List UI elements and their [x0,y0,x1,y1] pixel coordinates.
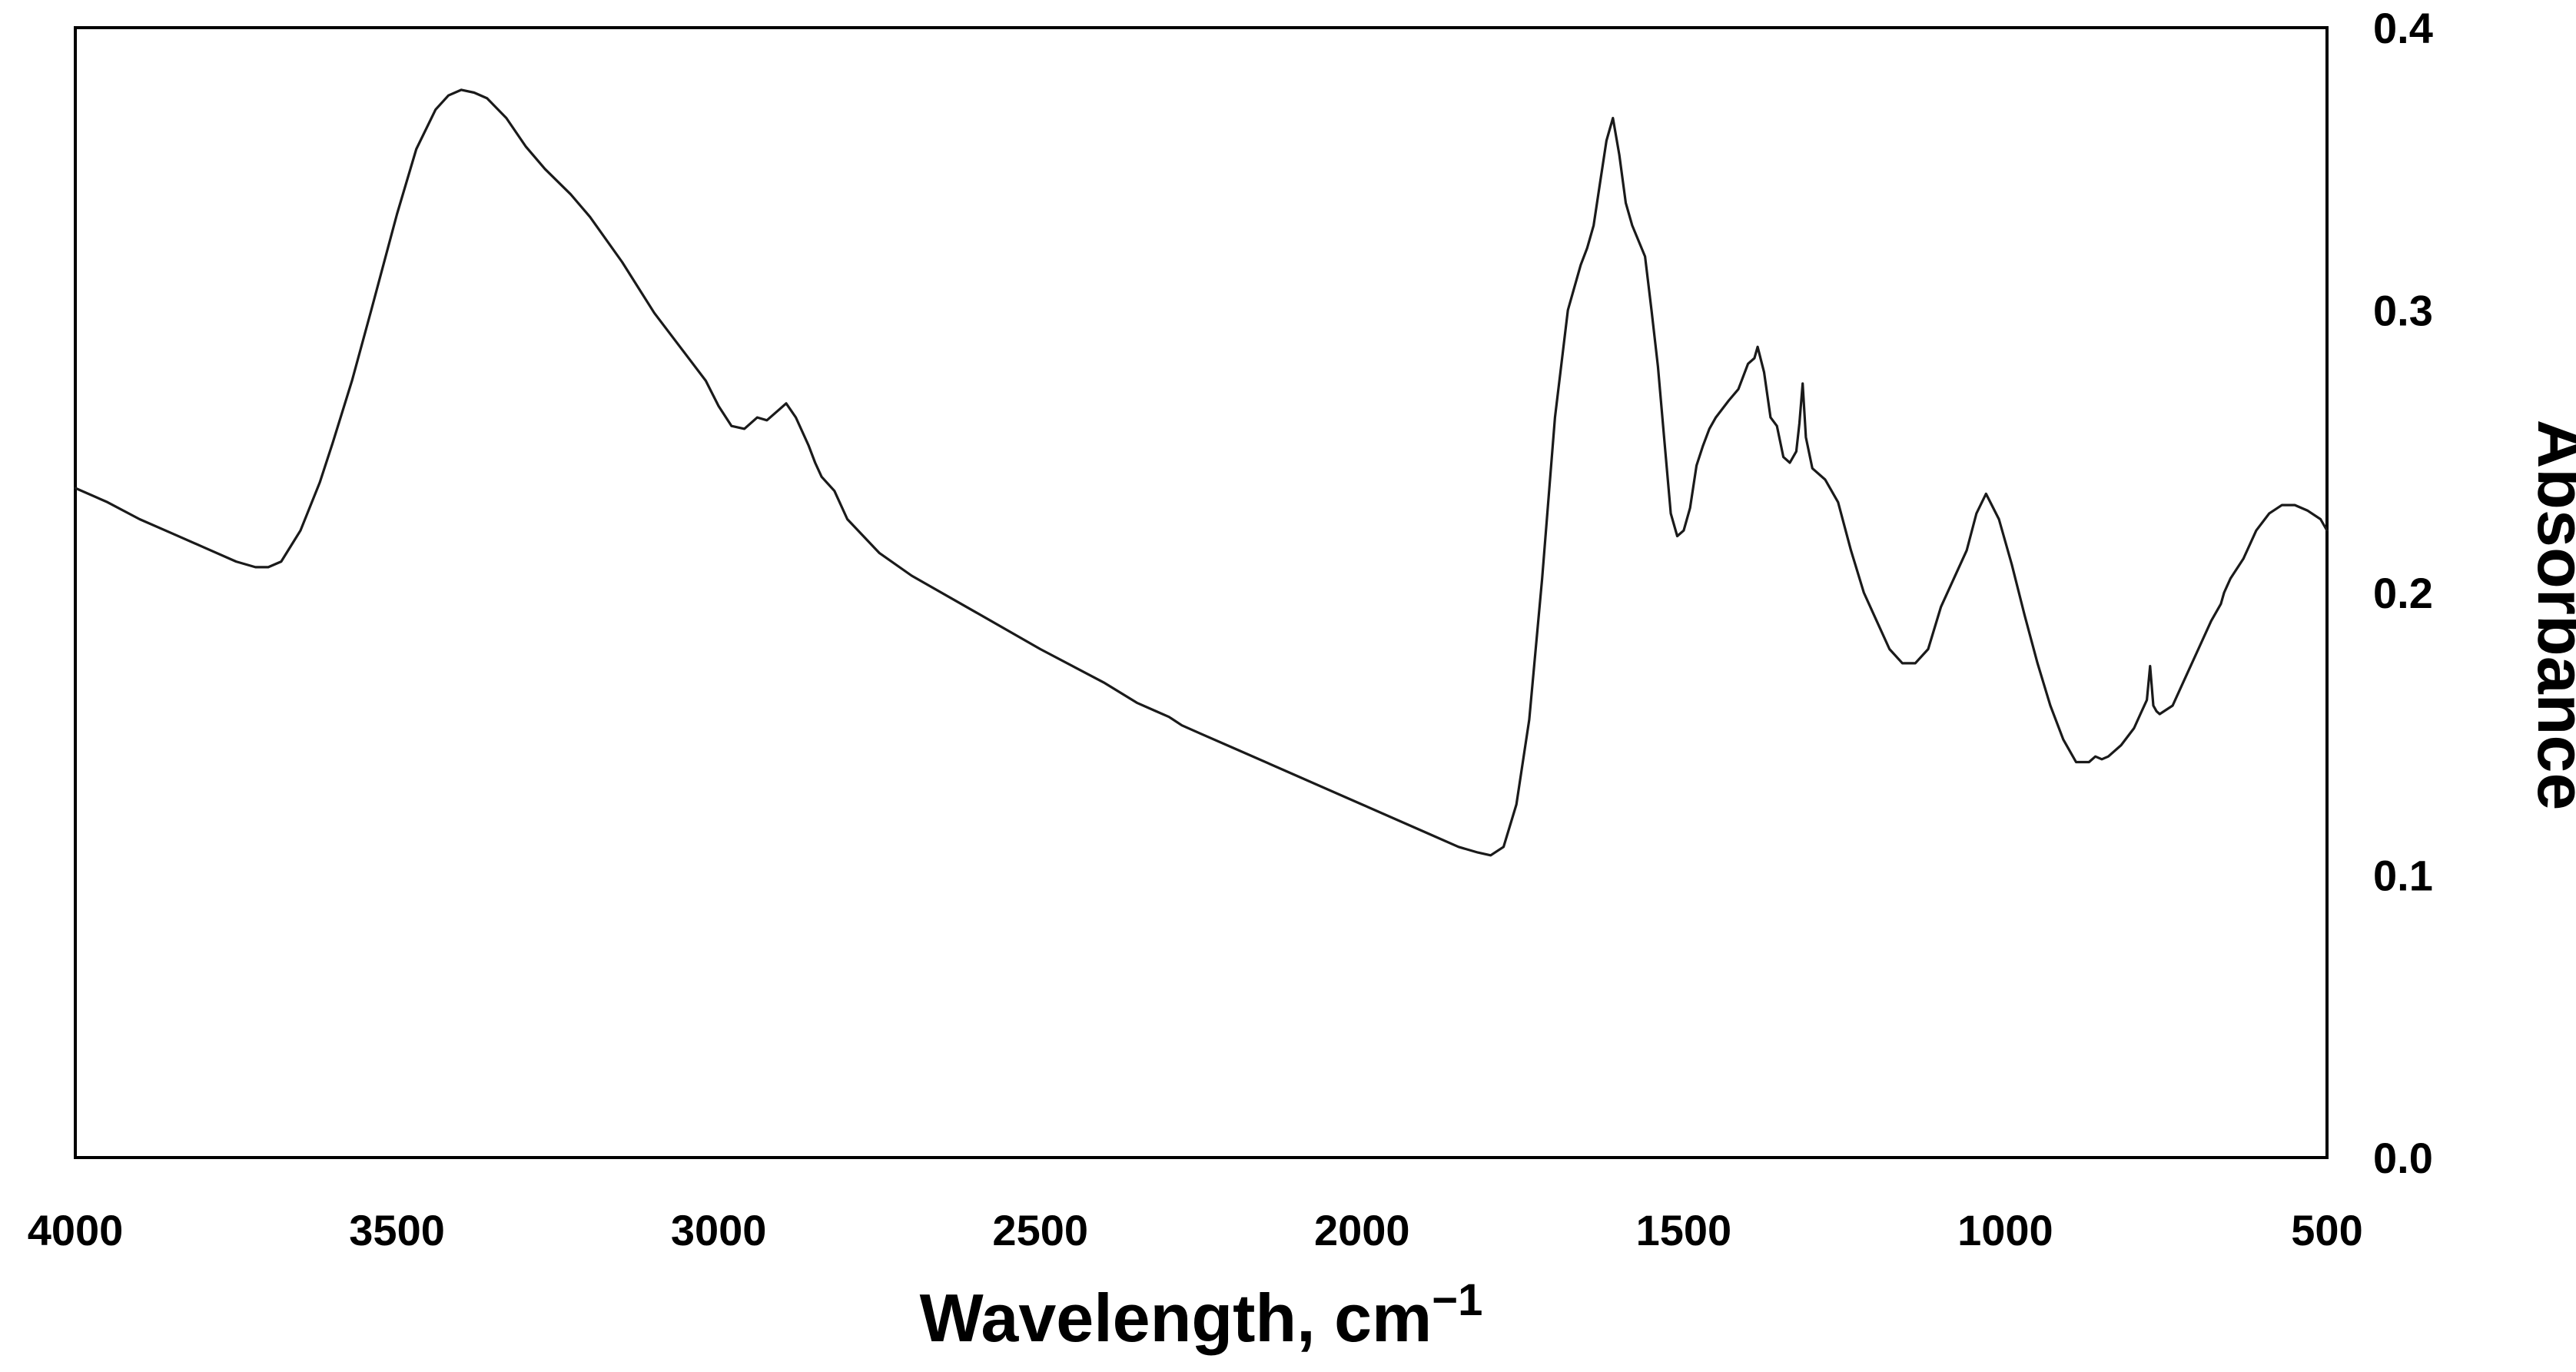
y-axis-tick-labels: 0.0 0.1 0.2 0.3 0.4 [2373,4,2433,1182]
y-tick-label: 0.2 [2373,569,2433,617]
x-tick-label: 3000 [671,1206,767,1254]
x-axis-title-text: Wavelength, cm [920,1280,1432,1356]
x-axis-title: Wavelength, cm−1 [920,1275,1483,1356]
x-tick-label: 3500 [349,1206,445,1254]
y-tick-label: 0.4 [2373,4,2433,52]
y-axis-title: Absorbance [2524,420,2576,811]
x-axis-tick-labels: 4000 3500 3000 2500 2000 1500 1000 500 [28,1206,2363,1254]
absorbance-series-line [74,88,2329,857]
x-tick-label: 4000 [28,1206,124,1254]
y-tick-label: 0.1 [2373,852,2433,900]
y-tick-label: 0.3 [2373,287,2433,335]
x-tick-label: 2000 [1314,1206,1410,1254]
x-axis-title-superscript: −1 [1432,1275,1482,1325]
plot-frame [74,26,2329,1159]
x-tick-label: 500 [2291,1206,2362,1254]
y-tick-label: 0.0 [2373,1134,2433,1182]
x-tick-label: 1000 [1957,1206,2053,1254]
x-tick-label: 1500 [1636,1206,1732,1254]
x-tick-label: 2500 [992,1206,1088,1254]
